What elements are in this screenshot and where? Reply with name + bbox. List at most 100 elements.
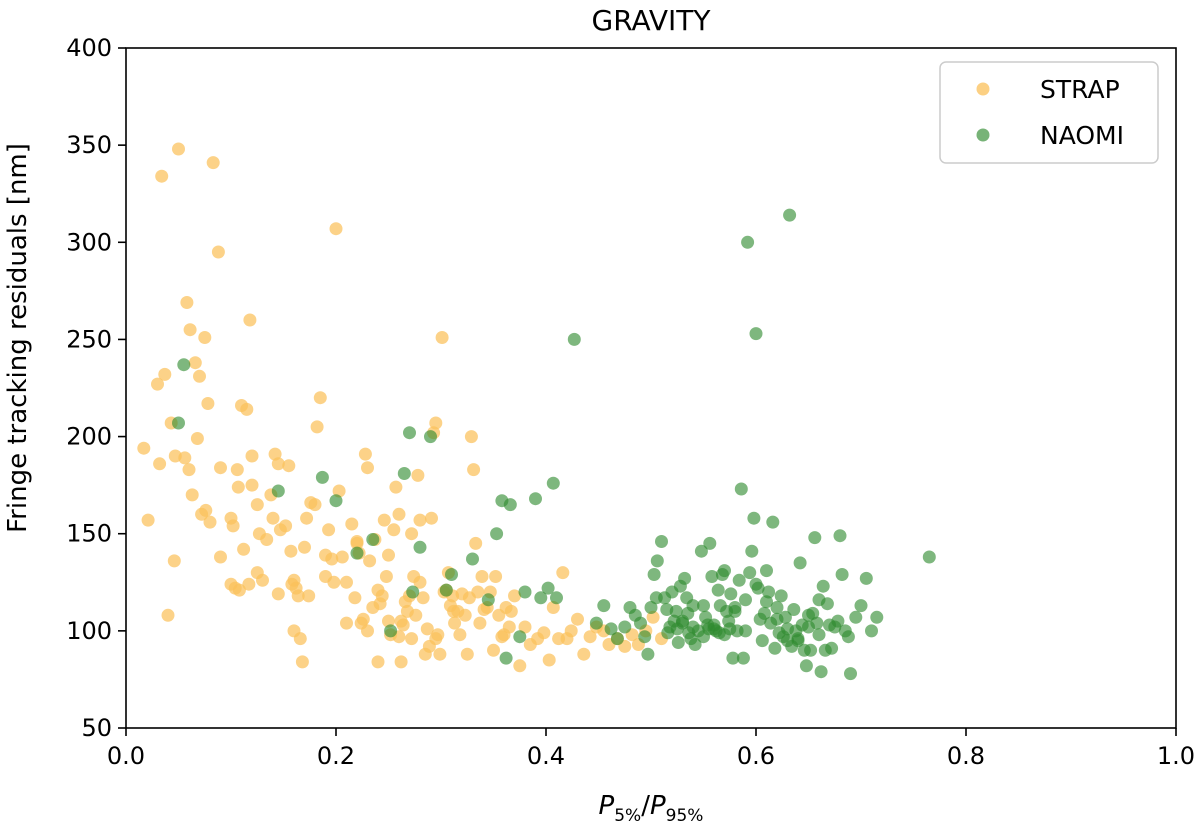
point-strap-123: [458, 608, 472, 622]
point-naomi-132: [865, 624, 878, 638]
point-strap-45: [266, 511, 280, 525]
y-tick-label-5: 300: [66, 228, 112, 256]
point-naomi-141: [728, 601, 742, 614]
point-strap-166: [646, 610, 660, 624]
point-strap-69: [329, 222, 343, 236]
point-strap-57: [295, 655, 309, 669]
point-naomi-89: [757, 606, 771, 620]
point-naomi-41: [650, 554, 664, 568]
point-strap-93: [392, 507, 406, 521]
point-naomi-130: [854, 599, 868, 613]
point-strap-184: [214, 550, 227, 564]
point-strap-108: [425, 511, 438, 525]
point-naomi-33: [618, 620, 632, 634]
point-naomi-115: [812, 628, 826, 642]
point-strap-36: [242, 577, 256, 591]
point-strap-155: [571, 612, 584, 626]
point-naomi-49: [671, 636, 685, 649]
point-strap-119: [448, 616, 462, 630]
point-naomi-82: [743, 566, 757, 580]
point-strap-11: [178, 451, 192, 465]
point-naomi-129: [849, 610, 863, 624]
point-strap-37: [243, 313, 257, 327]
x-tick-label-1: 0.2: [317, 742, 355, 770]
point-strap-21: [199, 503, 213, 517]
point-naomi-12: [424, 430, 437, 444]
point-naomi-11: [413, 540, 427, 554]
point-strap-38: [245, 449, 259, 463]
legend: STRAP NAOMI: [939, 61, 1159, 164]
point-strap-177: [361, 624, 374, 638]
point-naomi-155: [649, 591, 663, 605]
point-strap-156: [577, 647, 591, 661]
chart-title: GRAVITY: [592, 4, 712, 37]
point-strap-173: [405, 632, 419, 646]
point-naomi-31: [604, 622, 618, 636]
x-tick-label-2: 0.4: [527, 742, 565, 770]
legend-label-strap: STRAP: [1040, 75, 1120, 104]
point-naomi-134: [922, 550, 936, 564]
point-strap-101: [409, 608, 423, 622]
point-strap-22: [201, 397, 215, 410]
point-naomi-106: [793, 556, 807, 570]
point-naomi-24: [534, 591, 548, 605]
point-strap-181: [319, 570, 332, 583]
y-tick-label-7: 400: [66, 34, 112, 62]
point-naomi-13: [439, 583, 453, 597]
point-naomi-10: [406, 585, 420, 599]
point-naomi-131: [859, 571, 873, 585]
point-strap-56: [293, 632, 307, 646]
point-strap-35: [240, 402, 254, 416]
point-strap-49: [279, 519, 293, 533]
point-naomi-22: [518, 585, 532, 599]
point-naomi-16: [481, 593, 495, 607]
point-naomi-139: [686, 620, 700, 634]
point-naomi-8: [397, 467, 411, 480]
y-tick-label-2: 150: [66, 520, 112, 548]
point-naomi-88: [755, 634, 769, 648]
point-naomi-85: [749, 327, 763, 341]
point-strap-24: [206, 156, 220, 170]
x-tick-label-0: 0.0: [107, 742, 145, 770]
point-strap-25: [211, 245, 225, 259]
point-strap-67: [325, 552, 339, 566]
point-naomi-6: [366, 533, 380, 546]
point-naomi-60: [697, 599, 710, 613]
point-strap-121: [453, 628, 467, 642]
point-strap-60: [302, 589, 316, 603]
legend-marker-strap: [976, 82, 990, 96]
point-strap-10: [172, 142, 185, 156]
point-naomi-117: [816, 579, 830, 593]
point-naomi-38: [641, 647, 655, 661]
point-strap-71: [335, 550, 349, 564]
point-strap-89: [382, 548, 395, 562]
point-naomi-83: [745, 544, 759, 558]
point-naomi-138: [723, 622, 737, 636]
point-naomi-67: [711, 583, 725, 597]
point-naomi-40: [647, 568, 661, 581]
point-naomi-101: [783, 208, 797, 222]
point-strap-78: [356, 612, 370, 626]
y-tick-label-1: 100: [66, 617, 112, 645]
point-naomi-147: [791, 634, 805, 648]
point-naomi-148: [802, 608, 815, 622]
point-naomi-32: [610, 632, 624, 646]
point-naomi-121: [825, 641, 839, 655]
point-strap-92: [389, 480, 403, 494]
point-strap-171: [371, 655, 385, 669]
point-naomi-59: [694, 544, 708, 558]
point-strap-81: [363, 554, 377, 568]
point-strap-143: [508, 589, 521, 603]
point-strap-113: [435, 331, 449, 344]
point-naomi-149: [812, 593, 826, 607]
point-strap-34: [237, 542, 251, 556]
point-naomi-17: [490, 527, 504, 541]
point-naomi-52: [678, 571, 692, 585]
point-strap-126: [464, 430, 478, 444]
point-naomi-37: [638, 630, 652, 644]
point-strap-145: [518, 620, 532, 634]
point-strap-5: [158, 367, 172, 381]
point-naomi-26: [546, 476, 560, 490]
point-strap-8: [167, 554, 181, 568]
point-strap-0: [137, 441, 151, 455]
